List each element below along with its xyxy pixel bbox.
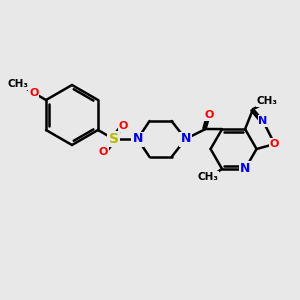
Text: CH₃: CH₃	[256, 96, 278, 106]
Text: S: S	[109, 132, 118, 146]
Text: N: N	[132, 133, 143, 146]
Text: O: O	[205, 110, 214, 120]
Text: O: O	[270, 139, 279, 149]
Text: CH₃: CH₃	[198, 172, 219, 182]
Text: CH₃: CH₃	[8, 79, 29, 89]
Text: O: O	[99, 147, 108, 157]
Text: N: N	[240, 162, 250, 176]
Text: N: N	[258, 116, 268, 126]
Text: O: O	[29, 88, 39, 98]
Text: O: O	[119, 121, 128, 131]
Text: N: N	[180, 133, 191, 146]
